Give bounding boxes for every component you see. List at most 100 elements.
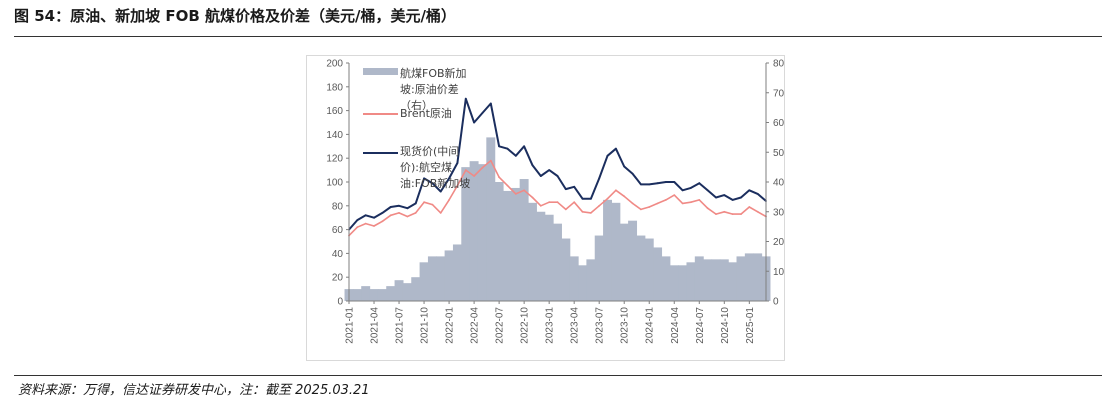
spread-bar (386, 286, 396, 302)
spread-bar (494, 182, 504, 301)
spread-bar (427, 256, 437, 302)
spread-bar (661, 256, 671, 302)
jet-fuel-line-point (498, 145, 500, 148)
jet-fuel-line-point (539, 175, 542, 177)
spread-bar (628, 220, 638, 301)
x-tick-label: 2022-07 (495, 307, 506, 344)
brent-line-point (489, 159, 492, 162)
spread-bar (352, 289, 362, 301)
spread-bar (452, 244, 462, 301)
brent-line-point (373, 225, 375, 227)
jet-fuel-line-point (748, 189, 751, 192)
brent-line-point (514, 193, 517, 195)
x-tick-label: 2024-07 (695, 307, 706, 344)
spread-bar (744, 253, 754, 301)
spread-bar (402, 283, 412, 301)
right-tick-label: 80 (773, 59, 785, 70)
spread-bar (569, 256, 579, 302)
x-tick-label: 2021-04 (370, 307, 381, 344)
brent-line-point (406, 215, 409, 218)
spread-bar (644, 238, 654, 301)
brent-line-point (606, 197, 609, 200)
chart: 0 20 40 60 80 100 120 140 160 180 200 0 10 20 30 40 50 60… (306, 55, 785, 361)
brent-line-point (590, 212, 592, 214)
jet-fuel-line-point (740, 196, 742, 199)
brent-line-point (615, 189, 617, 192)
spread-bar (719, 259, 729, 301)
brent-line-point (598, 204, 601, 207)
spread-bar (369, 289, 379, 301)
legend-label-spread-3: （右） (400, 98, 433, 112)
brent-line-point (723, 210, 726, 213)
spread-bar (469, 161, 479, 301)
brent-line-point (523, 189, 525, 192)
x-tick-label: 2024-01 (645, 307, 656, 344)
jet-fuel-line-point (448, 177, 450, 180)
brent-line-point (464, 169, 467, 171)
spread-bar (603, 199, 613, 301)
left-tick-label: 200 (326, 59, 343, 70)
spread-bar (669, 265, 679, 301)
x-tick-label: 2023-07 (595, 307, 606, 344)
brent-line-point (665, 199, 667, 201)
jet-fuel-line-point (656, 182, 659, 185)
jet-fuel-line-point (356, 219, 359, 222)
x-tick-label: 2023-04 (570, 307, 581, 344)
jet-fuel-line-point (681, 189, 684, 192)
spread-bar (594, 235, 604, 301)
brent-line-point (706, 207, 709, 210)
brent-line-point (423, 201, 425, 204)
spread-bar (377, 289, 387, 301)
spread-bar (486, 137, 496, 302)
brent-line-point (631, 202, 634, 205)
spread-bar (536, 211, 546, 301)
brent-line-point (556, 201, 559, 204)
spread-bar (586, 259, 596, 301)
jet-fuel-line-point (623, 165, 626, 168)
brent-line-point (548, 201, 551, 204)
jet-fuel-line-point (590, 197, 592, 200)
source-rule (14, 375, 1102, 376)
figure-title: 图 54：原油、新加坡 FOB 航煤价格及价差（美元/桶，美元/桶） (14, 7, 456, 25)
brent-line-point (756, 210, 759, 213)
jet-fuel-line-point (581, 197, 584, 200)
brent-line-point (439, 212, 442, 214)
spread-bar (511, 187, 521, 301)
chart-border (306, 55, 785, 361)
brent-line-point (448, 199, 450, 201)
jet-fuel-line-point (456, 162, 459, 164)
brent-line-point (698, 199, 701, 201)
jet-fuel-line-point (489, 102, 492, 105)
brent-line-point (531, 196, 534, 199)
right-tick-label: 50 (773, 148, 785, 159)
x-tick-label: 2021-10 (420, 307, 431, 344)
brent-line-point (398, 212, 400, 214)
left-tick-label: 120 (326, 154, 343, 165)
brent-line-point (498, 176, 500, 179)
spread-bar (419, 262, 429, 301)
spread-bar (694, 256, 704, 302)
brent-line-point (623, 195, 626, 198)
left-tick-label: 80 (332, 201, 344, 212)
jet-fuel-line-point (615, 147, 617, 150)
jet-fuel-line-point (439, 190, 442, 193)
jet-fuel-line-point (431, 182, 434, 185)
spread-bar (553, 223, 562, 301)
brent-line-point (456, 184, 459, 187)
brent-line-point (364, 222, 367, 225)
brent-line-point (731, 213, 734, 216)
spread-bar (411, 277, 421, 301)
spread-bar (361, 286, 371, 302)
legend-label-jet-1: 现货价(中间 (400, 144, 459, 158)
spread-bar (436, 256, 446, 302)
spread-bar (653, 247, 663, 301)
jet-fuel-line-point (723, 194, 726, 197)
jet-fuel-line-point (531, 164, 534, 167)
left-tick-label: 40 (332, 249, 344, 260)
spread-bar (611, 202, 621, 301)
legend: 航煤FOB新加 坡:原油价差 （右） Brent原油 现货价(中间 价):航空煤… (363, 66, 470, 190)
jet-fuel-line-point (606, 154, 609, 157)
legend-label-spread-2: 坡:原油价差 (400, 82, 459, 96)
spread-bar (502, 190, 512, 301)
brent-line-point (389, 214, 392, 217)
